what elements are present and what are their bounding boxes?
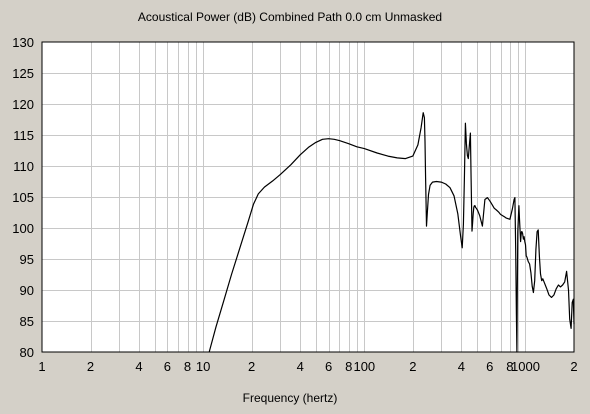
y-tick-label: 80 [20, 345, 34, 360]
grid-lines [42, 42, 574, 352]
x-tick-label: 8 [184, 359, 191, 374]
y-tick-label: 115 [13, 128, 34, 143]
y-axis: 80 85 90 95 100 105 110 115 120 125 130 [12, 35, 34, 360]
y-tick-label: 105 [12, 190, 34, 205]
chart-title: Acoustical Power (dB) Combined Path 0.0 … [138, 10, 442, 24]
y-tick-label: 120 [12, 97, 34, 112]
series-layer [208, 112, 575, 353]
x-tick-label: 1 [38, 359, 45, 374]
x-tick-label: 6 [486, 359, 493, 374]
x-tick-label: 6 [164, 359, 171, 374]
x-tick-label: 4 [135, 359, 142, 374]
x-tick-label: 100 [353, 359, 375, 374]
y-tick-label: 85 [20, 314, 34, 329]
y-tick-label: 90 [20, 283, 34, 298]
x-tick-label: 4 [458, 359, 465, 374]
y-tick-label: 130 [12, 35, 34, 50]
x-tick-label: 2 [248, 359, 255, 374]
x-tick-label: 2 [409, 359, 416, 374]
x-tick-label: 2 [87, 359, 94, 374]
x-tick-label: 1000 [511, 359, 540, 374]
plot-frame [41, 41, 575, 353]
y-tick-label: 100 [12, 221, 34, 236]
x-tick-label: 8 [506, 359, 513, 374]
x-tick-label: 2 [570, 359, 577, 374]
x-tick-label: 4 [297, 359, 304, 374]
x-tick-label: 8 [345, 359, 352, 374]
series-line [208, 112, 575, 353]
y-tick-label: 95 [20, 252, 34, 267]
y-tick-label: 110 [13, 159, 34, 174]
y-tick-label: 125 [12, 66, 34, 81]
x-tick-label: 10 [196, 359, 210, 374]
x-axis-label: Frequency (hertz) [243, 391, 338, 405]
x-tick-label: 6 [325, 359, 332, 374]
